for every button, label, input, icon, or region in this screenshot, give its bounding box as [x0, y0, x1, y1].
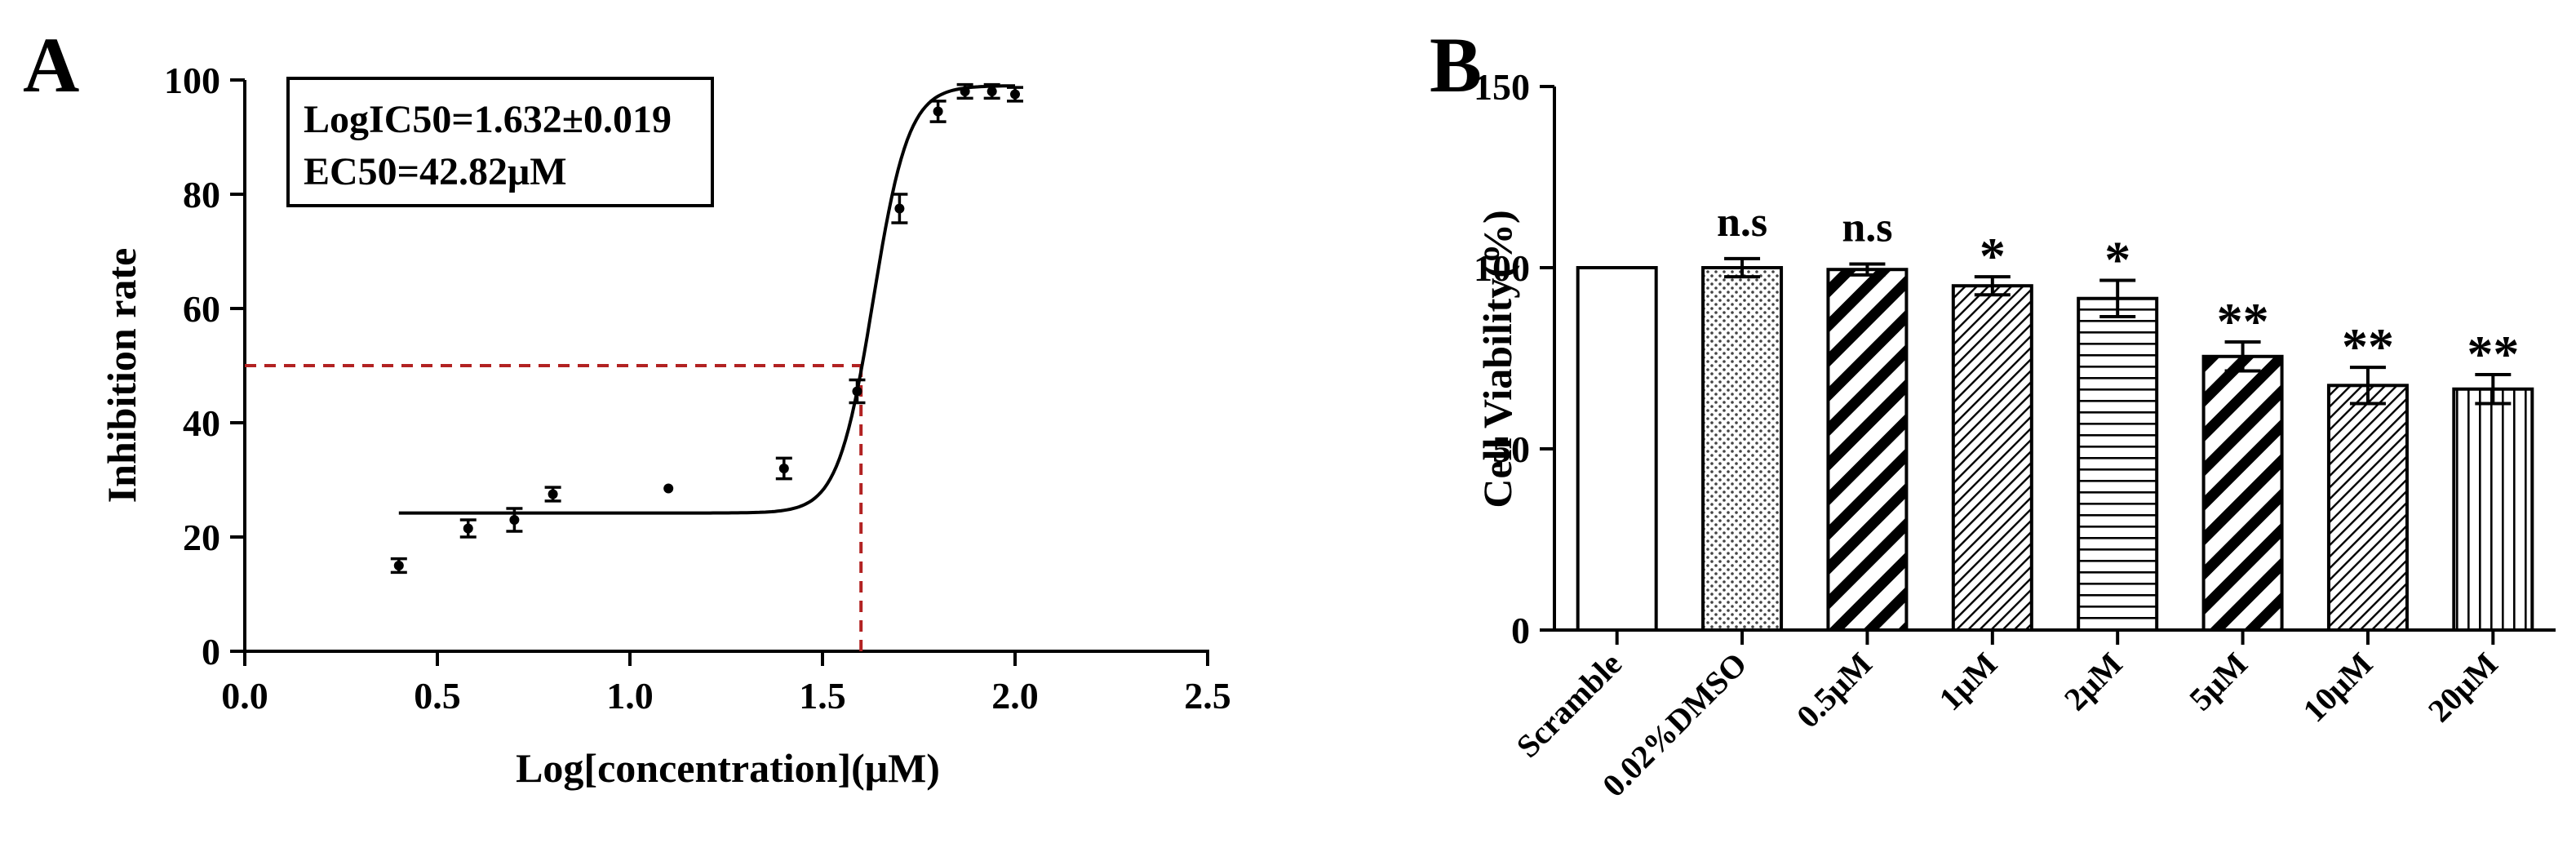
- bar-category-label: 5μM: [2182, 646, 2255, 718]
- panel-a-x-tick-label: 1.5: [799, 675, 846, 717]
- bar: [1576, 266, 1658, 632]
- data-point: [393, 561, 404, 570]
- annotation-ec50: EC50=42.82μM: [304, 150, 567, 193]
- panel-a-x-tick-label: 2.0: [991, 675, 1039, 717]
- data-point: [960, 87, 970, 96]
- data-point: [509, 515, 520, 525]
- bar: [1826, 268, 1909, 632]
- panel-a-y-tick-label: 20: [183, 517, 220, 558]
- bar-category-label: 2μM: [2057, 646, 2130, 718]
- panel-a-y-tick-label: 40: [183, 402, 220, 444]
- data-point: [1010, 89, 1020, 100]
- bar-category-label: 10μM: [2295, 646, 2379, 730]
- data-point: [852, 386, 862, 397]
- fit-curve: [398, 84, 1015, 515]
- bar-category-label: 1μM: [1931, 646, 2004, 718]
- bar: [2326, 384, 2409, 632]
- panel-a-y-tick-label: 100: [164, 60, 220, 101]
- data-point: [778, 464, 789, 473]
- panel-a-x-tick-label: 1.0: [606, 675, 654, 717]
- panel-a-plot-area: 0 20 40 60 80 100 0.0 0.5 1.0 1.5 2.0 2.5: [164, 60, 1231, 717]
- panel-a-y-tick-label: 80: [183, 174, 220, 215]
- panel-b-plot-area: 050100150Scramble0.02%DMSOn.s0.5μMn.s1μM…: [1474, 66, 2556, 804]
- panel-b-y-axis-title: Cell Viability(%): [1474, 210, 1520, 508]
- bar-category-label: 0.5μM: [1789, 646, 1879, 735]
- bar: [2452, 387, 2534, 632]
- annotation-box-border: [286, 77, 714, 207]
- data-point: [548, 489, 558, 499]
- panel-a-x-tick-label: 0.0: [221, 675, 268, 717]
- panel-b-y-tick-label: 100: [1474, 247, 1530, 289]
- annotation-logic50: LogIC50=1.632±0.019: [304, 98, 672, 141]
- panel-b-y-tick-label: 50: [1492, 428, 1530, 470]
- significance-label: **: [2342, 317, 2394, 375]
- panel-a-x-axis-title: Log[concentration](μM): [516, 745, 940, 791]
- data-point: [663, 483, 674, 494]
- panel-b-y-tick-label: 0: [1511, 610, 1530, 651]
- significance-label: n.s: [1842, 205, 1892, 251]
- data-point: [463, 523, 473, 534]
- panel-a-letter: A: [23, 21, 79, 109]
- panel-b-letter: B: [1430, 21, 1482, 109]
- data-point: [987, 87, 997, 96]
- significance-label: **: [2467, 325, 2519, 383]
- bar: [2201, 354, 2284, 632]
- panel-a-y-axis-title: Inhibition rate: [99, 248, 144, 504]
- panel-a-y-tick-label: 60: [183, 288, 220, 330]
- bar-category-label: 20μM: [2421, 646, 2505, 730]
- panel-b-y-tick-label: 150: [1474, 66, 1530, 108]
- panel-a-y-tick-label: 0: [202, 631, 220, 672]
- bar-category-label: Scramble: [1510, 646, 1629, 766]
- bar: [1951, 284, 2033, 632]
- panel-a: A 0 20 40 60 80 100 0.0 0.5 1.0 1.5 2.0 2.5 LogIC50…: [23, 21, 1231, 791]
- panel-a-x-tick-label: 2.5: [1184, 675, 1231, 717]
- panel-a-x-tick-label: 0.5: [414, 675, 461, 717]
- significance-label: *: [1980, 227, 2006, 285]
- data-point: [894, 203, 905, 214]
- significance-label: n.s: [1717, 199, 1767, 246]
- significance-label: **: [2217, 292, 2269, 350]
- data-point: [933, 106, 943, 117]
- bar: [1701, 266, 1784, 632]
- panel-a-annotation-box: LogIC50=1.632±0.019 EC50=42.82μM: [286, 77, 714, 207]
- significance-label: *: [2104, 231, 2130, 289]
- bar: [2077, 296, 2159, 632]
- panel-b: B 050100150Scramble0.02%DMSOn.s0.5μMn.s1…: [1430, 21, 2556, 804]
